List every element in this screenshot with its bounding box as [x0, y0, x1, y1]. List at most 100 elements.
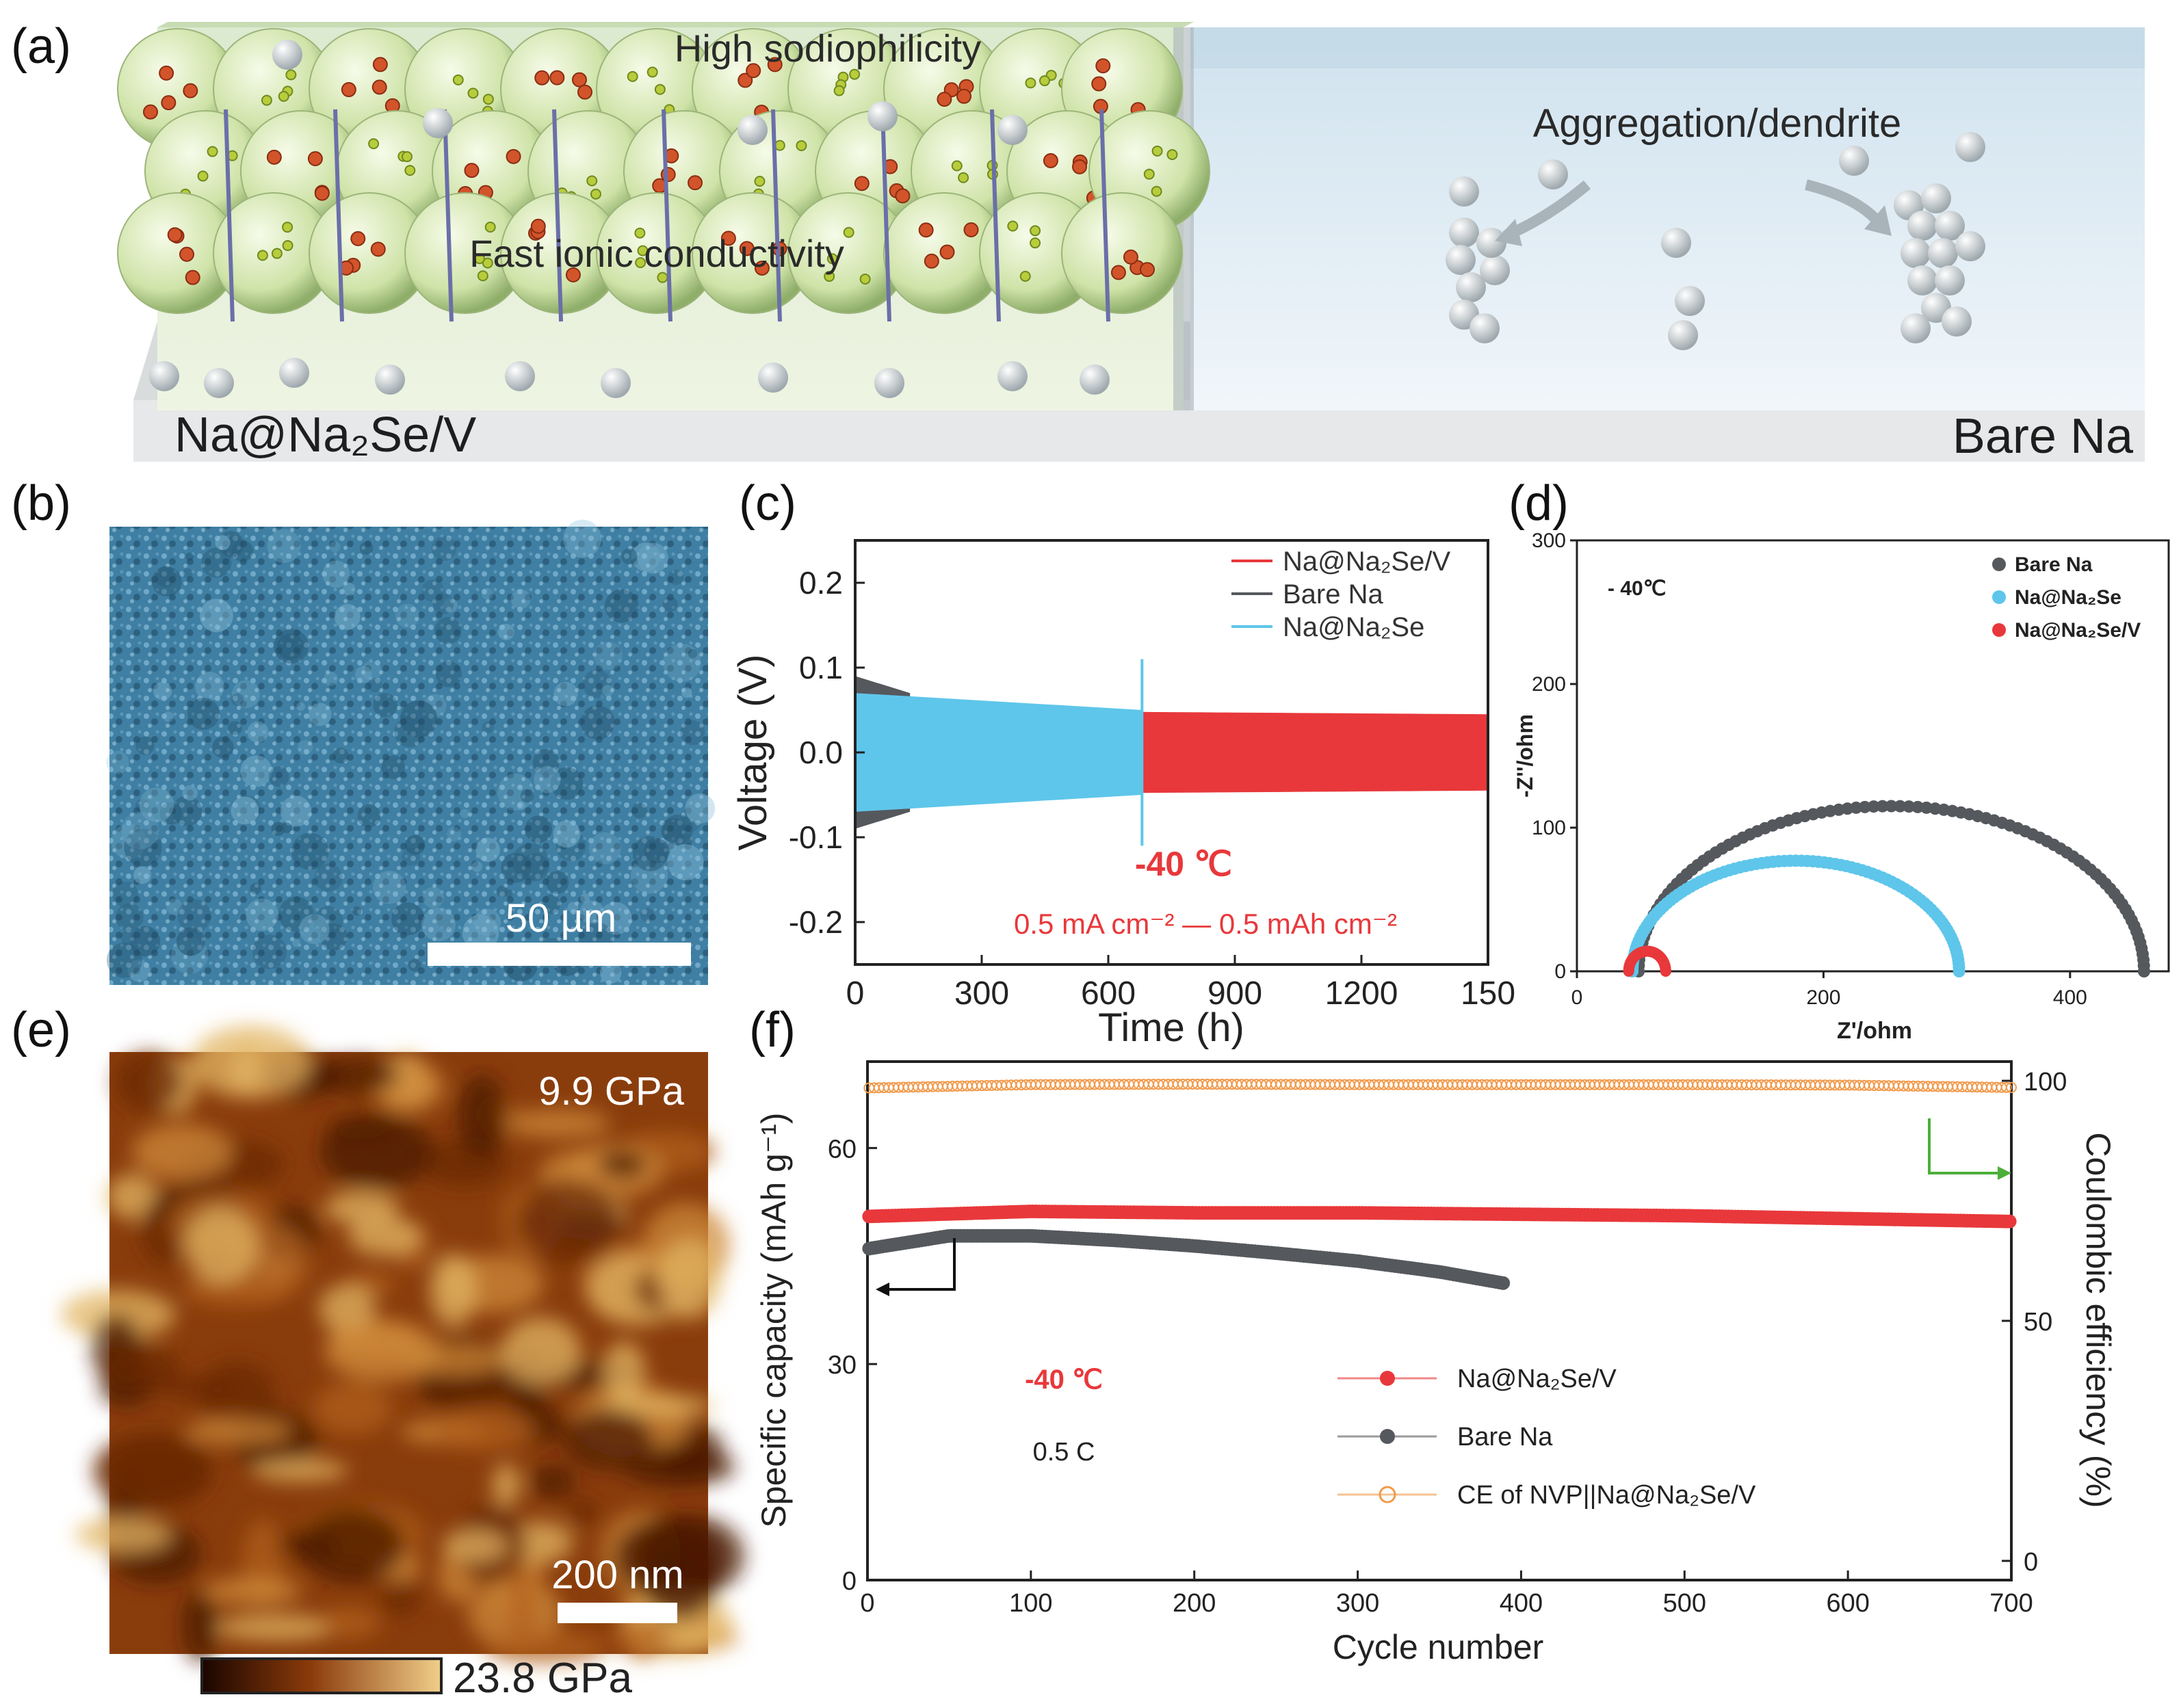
sem-grain [155, 566, 177, 588]
v-particle [452, 74, 464, 86]
v-particle [754, 176, 766, 187]
v-particle [951, 160, 963, 172]
sem-grain [332, 748, 349, 764]
v-particle [1007, 220, 1019, 232]
sem-grain [280, 796, 312, 827]
sodium-ball [1907, 265, 1937, 295]
sem-grain [501, 852, 532, 883]
na2se-particle [341, 82, 356, 98]
afm-grain [276, 1532, 339, 1558]
v-particle [282, 222, 293, 233]
text-aggregation-dendrite: Aggregation/dendrite [1533, 101, 1902, 146]
sem-grain [111, 824, 147, 860]
sodium-ball [1480, 255, 1510, 285]
ion-channel-line [662, 109, 672, 322]
sodium-ball [1901, 238, 1931, 268]
sodium-ball [1942, 306, 1972, 337]
v-particle [1166, 148, 1178, 160]
sodium-ball [1907, 211, 1937, 241]
sem-grain [252, 934, 287, 969]
d-point-1 [1953, 965, 1965, 977]
sem-grain [435, 661, 462, 687]
c-ylabel: Voltage (V) [731, 655, 775, 851]
c-series-group [855, 659, 1488, 846]
label-bare-na: Bare Na [1953, 409, 2134, 464]
d-ytick-label: 200 [1532, 673, 1566, 696]
scale-bar-e [558, 1603, 677, 1623]
sem-grain [668, 569, 683, 586]
f-ytick-label: 60 [828, 1135, 857, 1164]
sem-grain [352, 906, 362, 916]
c-xtick-label: 150 [1461, 975, 1515, 1012]
sodium-ball [375, 365, 405, 395]
sem-grain [166, 899, 183, 916]
v-particle [257, 250, 268, 261]
afm-grain [564, 1408, 654, 1470]
sem-grain [231, 693, 244, 706]
sodium-ball [1955, 132, 1985, 162]
scale-label-e: 200 nm [551, 1553, 683, 1597]
f-ytick-label: 30 [828, 1351, 857, 1380]
sem-grain [268, 766, 289, 787]
panel-e-afm: (e) 9.9 GPa 200 nm 23.8 GPa [11, 1003, 746, 1702]
sodium-ball [505, 361, 535, 391]
d-legend-marker [1992, 623, 2006, 637]
na2se-particle [161, 95, 177, 111]
afm-grain [642, 1545, 717, 1620]
na2se-particle [924, 253, 939, 269]
afm-grain [131, 1124, 233, 1180]
d-xtick-label: 400 [2053, 986, 2087, 1009]
sem-grain [159, 802, 183, 825]
d-ytick-label: 0 [1554, 960, 1566, 983]
sem-grain [212, 736, 234, 759]
d-legend-marker [1992, 590, 2006, 604]
sem-grain [567, 902, 579, 913]
na2se-particle [1043, 153, 1058, 168]
sem-grain [320, 923, 348, 951]
v-particle [261, 94, 272, 106]
sem-grain [421, 907, 456, 942]
sem-grain [135, 736, 155, 756]
sem-grain [231, 796, 259, 825]
sem-grain [171, 936, 209, 974]
sem-grain [199, 599, 233, 633]
f-right-axis-arrow [1928, 1118, 2004, 1174]
sodium-ball [1675, 286, 1705, 316]
d-annotation-temp: - 40℃ [1608, 577, 1666, 600]
sem-grain [517, 801, 525, 810]
v-particle [1151, 185, 1162, 197]
sem-grain [579, 900, 604, 925]
sem-grain [532, 749, 560, 776]
v-particle [824, 271, 835, 283]
f-xtick-label: 700 [1989, 1589, 2033, 1618]
f-left-axis-arrow [883, 1238, 956, 1291]
sem-grain [354, 666, 372, 683]
sem-grain [496, 885, 508, 897]
na2se-particle [464, 163, 480, 179]
na2se-particle [506, 148, 521, 164]
sem-grain [106, 942, 142, 978]
f-point-bare [1496, 1276, 1511, 1290]
f-plot-frame [866, 1060, 2013, 1581]
bare-electrolyte-box [1190, 27, 2145, 410]
c-annotation-rate: 0.5 mA cm⁻² — 0.5 mAh cm⁻² [1014, 908, 1397, 940]
na2se-particle [1072, 159, 1088, 174]
c-ytick-label: 0.1 [799, 650, 843, 685]
na2se-particle [737, 73, 753, 88]
sem-grain [637, 542, 668, 574]
sem-grain [681, 687, 692, 698]
v-particle [467, 88, 479, 99]
sem-grain [218, 531, 244, 557]
d-point-0 [1885, 800, 1898, 813]
sem-grain [632, 836, 668, 871]
v-particle [404, 165, 416, 176]
c-xtick-label: 600 [1081, 975, 1136, 1012]
sem-grain [201, 547, 232, 578]
sodium-ball [1935, 265, 1965, 295]
d-point-0 [2137, 965, 2150, 977]
sem-grain [594, 641, 623, 670]
sem-grain [240, 755, 272, 787]
na2se-particle [739, 241, 755, 257]
sem-grain [510, 589, 531, 609]
